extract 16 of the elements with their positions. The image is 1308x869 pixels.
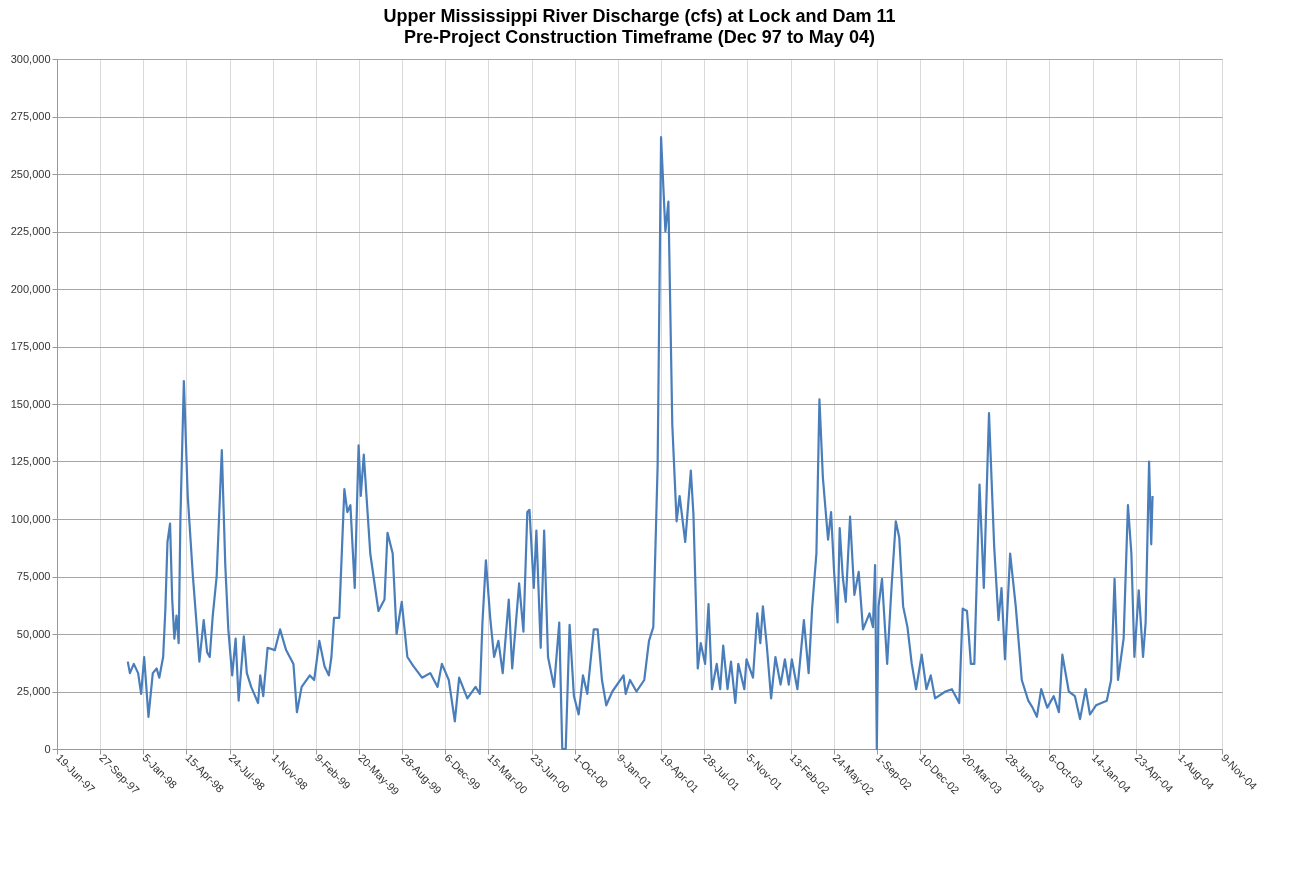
- y-tick-label: 175,000: [10, 340, 51, 352]
- y-tick-label: 25,000: [16, 685, 51, 697]
- chart-subtitle: Pre-Project Construction Timeframe (Dec 97 to May 04): [404, 27, 875, 47]
- y-tick-label: 225,000: [10, 225, 51, 237]
- line-series: [126, 136, 1154, 751]
- y-tick-label: 125,000: [10, 455, 51, 467]
- y-tick-label: 300,000: [10, 52, 51, 65]
- y-tick-label: 150,000: [10, 397, 51, 410]
- y-tick-label: 100,000: [10, 512, 51, 525]
- y-tick-label: 0: [44, 742, 51, 755]
- y-tick-label: 75,000: [16, 570, 51, 582]
- y-tick-label: 50,000: [16, 627, 51, 640]
- chart-title: Upper Mississippi River Discharge (cfs) at Lock and Dam 11: [383, 6, 896, 26]
- y-tick-label: 275,000: [10, 110, 51, 122]
- y-tick-label: 250,000: [10, 167, 51, 180]
- y-tick-label: 200,000: [10, 282, 51, 295]
